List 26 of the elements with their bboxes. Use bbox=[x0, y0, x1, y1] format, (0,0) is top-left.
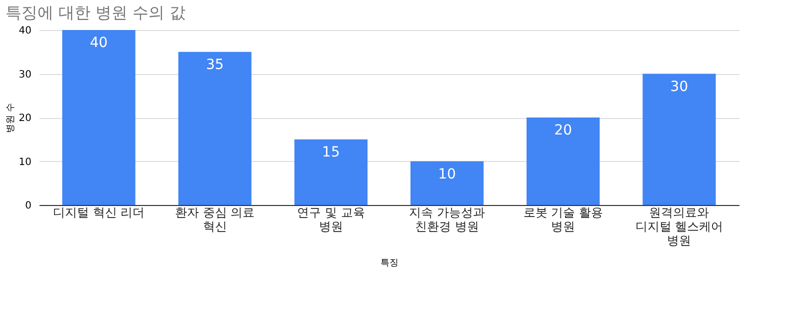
y-tick-label: 10 bbox=[18, 156, 32, 168]
x-tick-label: 원격의료와 디지털 헬스케어 병원 bbox=[635, 206, 724, 248]
bar bbox=[526, 118, 600, 205]
x-tick-label: 로봇 기술 활용 병원 bbox=[523, 206, 603, 234]
data-label: 30 bbox=[670, 78, 688, 95]
y-tick-label: 0 bbox=[25, 200, 32, 212]
x-tick-label: 지속 가능성과 친환경 병원 bbox=[409, 206, 485, 234]
chart-title: 특징에 대한 병원 수의 값 bbox=[5, 3, 186, 22]
y-tick-label: 20 bbox=[18, 113, 32, 124]
bar bbox=[410, 161, 484, 205]
data-label: 40 bbox=[90, 35, 108, 51]
bar bbox=[294, 139, 368, 205]
y-axis-title: 병원 수 bbox=[6, 103, 16, 133]
x-tick-label: 연구 및 교육 병원 bbox=[297, 206, 365, 234]
bar bbox=[642, 74, 716, 205]
y-tick-label: 30 bbox=[18, 69, 32, 80]
x-tick-label: 환자 중심 의료 혁신 bbox=[175, 206, 255, 234]
data-label: 10 bbox=[438, 166, 456, 182]
data-label: 35 bbox=[206, 56, 224, 73]
x-tick-label: 디지털 혁신 리더 bbox=[52, 206, 145, 220]
bar bbox=[178, 52, 252, 205]
bar bbox=[62, 30, 136, 205]
data-label: 20 bbox=[554, 122, 572, 138]
y-tick-label: 40 bbox=[18, 26, 32, 36]
x-axis-title: 특징 bbox=[380, 258, 398, 268]
data-label: 15 bbox=[322, 144, 340, 160]
